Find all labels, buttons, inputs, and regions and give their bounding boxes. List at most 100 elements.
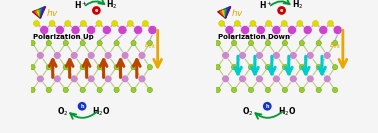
Circle shape [313, 20, 319, 26]
Circle shape [282, 65, 288, 70]
Circle shape [80, 65, 85, 70]
Circle shape [118, 25, 127, 35]
Circle shape [299, 65, 304, 70]
Text: $E_{\rm int}$: $E_{\rm int}$ [144, 41, 157, 51]
Circle shape [147, 87, 152, 93]
Circle shape [297, 20, 303, 26]
Text: $hv$: $hv$ [231, 7, 244, 18]
Circle shape [265, 87, 271, 93]
Circle shape [231, 40, 237, 46]
Circle shape [112, 20, 118, 26]
Circle shape [266, 20, 271, 26]
Circle shape [142, 20, 148, 26]
Circle shape [46, 40, 51, 46]
Circle shape [290, 75, 297, 83]
Circle shape [327, 20, 333, 26]
Text: H$^+$: H$^+$ [74, 0, 87, 11]
Circle shape [96, 20, 102, 26]
Circle shape [265, 40, 271, 46]
Polygon shape [226, 7, 231, 18]
Circle shape [30, 40, 35, 46]
Circle shape [231, 87, 237, 93]
Circle shape [80, 40, 85, 46]
Circle shape [65, 20, 71, 26]
Circle shape [36, 75, 44, 83]
Circle shape [215, 65, 220, 70]
Polygon shape [35, 10, 40, 18]
Circle shape [53, 51, 61, 59]
Circle shape [49, 20, 55, 26]
Circle shape [282, 87, 288, 93]
Circle shape [250, 20, 256, 26]
Circle shape [104, 75, 112, 83]
Circle shape [121, 75, 129, 83]
Circle shape [131, 87, 136, 93]
Circle shape [97, 65, 102, 70]
Circle shape [97, 40, 102, 46]
Circle shape [63, 65, 68, 70]
Circle shape [323, 51, 331, 59]
Polygon shape [224, 8, 226, 18]
Text: h: h [265, 104, 269, 109]
Circle shape [63, 40, 68, 46]
Text: H$^+$: H$^+$ [259, 0, 273, 11]
Circle shape [265, 65, 271, 70]
Circle shape [282, 40, 288, 46]
Circle shape [332, 87, 338, 93]
Polygon shape [33, 11, 40, 18]
Circle shape [104, 51, 112, 59]
Circle shape [316, 87, 321, 93]
Polygon shape [39, 8, 41, 18]
Circle shape [80, 87, 85, 93]
Circle shape [147, 65, 152, 70]
Circle shape [138, 51, 146, 59]
Text: O$_2$: O$_2$ [242, 106, 254, 118]
Circle shape [256, 25, 265, 35]
Text: H$_2$: H$_2$ [291, 0, 303, 11]
Circle shape [273, 51, 280, 59]
Circle shape [78, 103, 86, 110]
Circle shape [218, 20, 225, 26]
Polygon shape [218, 11, 226, 18]
Circle shape [114, 65, 119, 70]
Circle shape [303, 25, 312, 35]
Circle shape [222, 51, 229, 59]
Text: O$_2$: O$_2$ [57, 106, 68, 118]
Circle shape [256, 75, 263, 83]
Circle shape [316, 40, 321, 46]
Circle shape [40, 25, 49, 35]
Text: Polarization Up: Polarization Up [33, 34, 94, 40]
Text: h: h [80, 104, 84, 109]
Circle shape [138, 75, 146, 83]
Circle shape [248, 40, 254, 46]
Circle shape [30, 65, 35, 70]
Circle shape [33, 20, 39, 26]
Circle shape [239, 51, 246, 59]
Circle shape [299, 87, 304, 93]
Text: H$_2$O: H$_2$O [278, 106, 296, 118]
Circle shape [234, 20, 240, 26]
Circle shape [127, 20, 133, 26]
Text: H$_2$: H$_2$ [106, 0, 118, 11]
Circle shape [323, 75, 331, 83]
Text: e: e [95, 8, 98, 13]
Text: H$_2$O: H$_2$O [93, 106, 111, 118]
Circle shape [263, 103, 271, 110]
Circle shape [222, 75, 229, 83]
Circle shape [290, 51, 297, 59]
Circle shape [272, 25, 281, 35]
Circle shape [131, 65, 136, 70]
Circle shape [63, 87, 68, 93]
Circle shape [114, 40, 119, 46]
Circle shape [240, 25, 250, 35]
Circle shape [288, 25, 297, 35]
Circle shape [273, 75, 280, 83]
Circle shape [307, 51, 314, 59]
Circle shape [225, 25, 234, 35]
Text: $hv$: $hv$ [46, 7, 59, 18]
Circle shape [93, 7, 100, 14]
Circle shape [215, 87, 220, 93]
Circle shape [121, 51, 129, 59]
Circle shape [87, 25, 96, 35]
Circle shape [133, 25, 143, 35]
